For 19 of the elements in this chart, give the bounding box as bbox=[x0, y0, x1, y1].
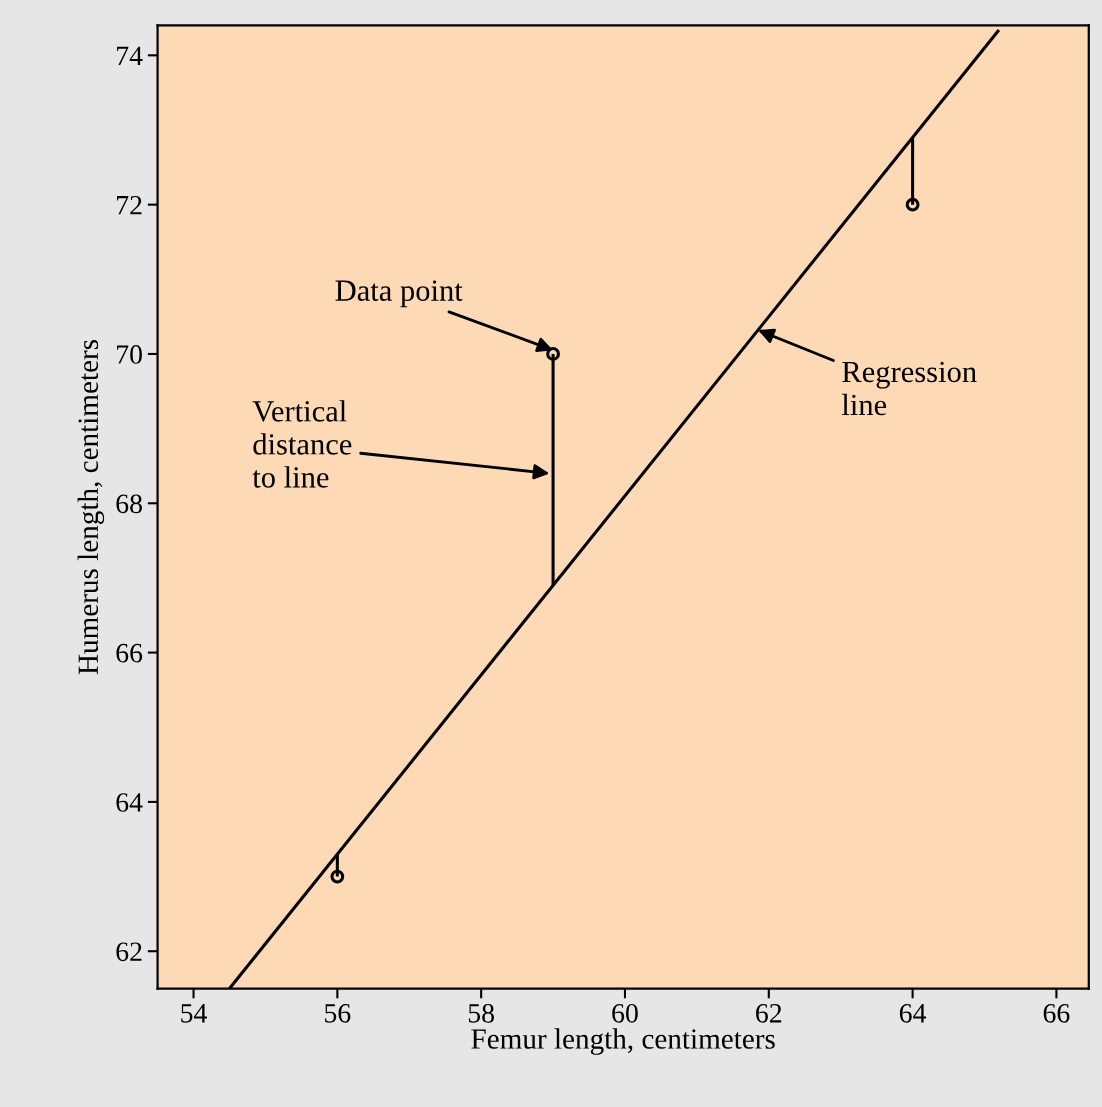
x-axis-title: Femur length, centimeters bbox=[471, 1028, 775, 1055]
y-tick-label: 62 bbox=[116, 942, 142, 962]
x-tick-label: 60 bbox=[612, 1003, 638, 1023]
y-tick-label: 72 bbox=[117, 195, 142, 215]
x-tick-label: 58 bbox=[468, 1003, 494, 1023]
y-tick-label: 70 bbox=[117, 345, 142, 364]
x-tick-label: 64 bbox=[899, 1004, 927, 1023]
y-tick-label: 74 bbox=[117, 46, 143, 65]
annotation: Regression line bbox=[841, 361, 977, 416]
y-tick-label: 66 bbox=[116, 643, 143, 663]
y-axis-title: Humerus length, centimeters bbox=[77, 340, 105, 675]
x-tick-label: 56 bbox=[325, 1004, 351, 1023]
annotation: Data point bbox=[335, 280, 463, 308]
y-tick-label: 64 bbox=[116, 793, 143, 812]
x-tick-label: 66 bbox=[1043, 1004, 1070, 1023]
annotation: Vertical distance to line bbox=[252, 400, 352, 488]
x-tick-label: 62 bbox=[756, 1004, 782, 1023]
x-tick-label: 54 bbox=[181, 1004, 207, 1023]
y-tick-label: 68 bbox=[116, 494, 142, 514]
